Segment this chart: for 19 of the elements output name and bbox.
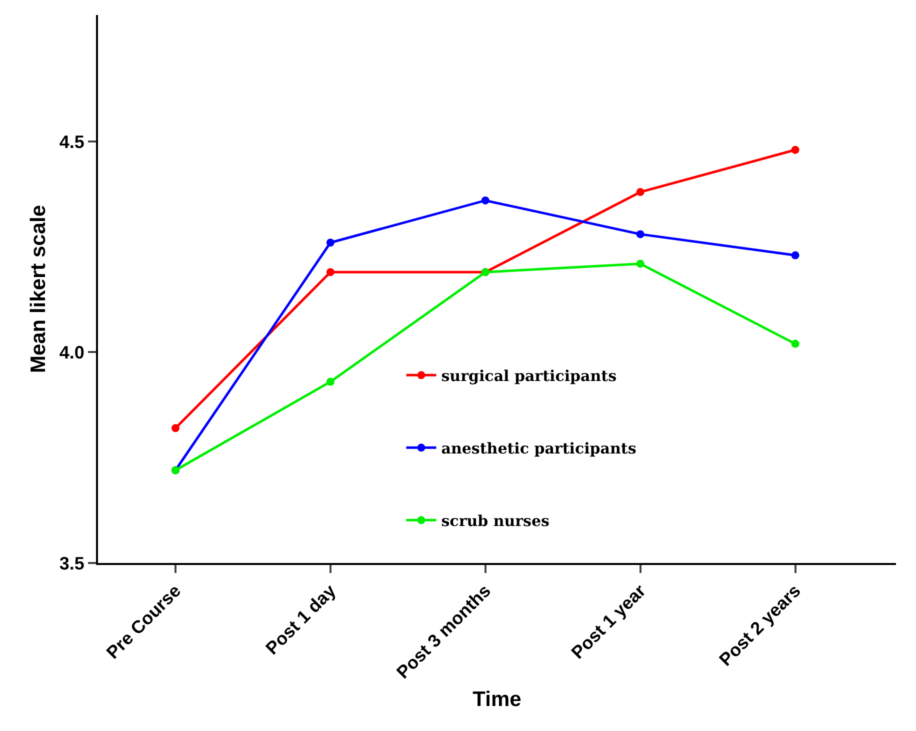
point bbox=[791, 251, 800, 260]
point bbox=[481, 196, 490, 204]
point bbox=[791, 340, 800, 348]
y-tick-label: 3.5 bbox=[59, 553, 84, 574]
legend-label: anesthetic participants bbox=[441, 440, 636, 458]
point bbox=[636, 188, 644, 196]
point bbox=[791, 146, 800, 154]
y-tick-label: 4.5 bbox=[59, 132, 84, 152]
y-tick-label: 4.0 bbox=[59, 342, 84, 363]
point bbox=[171, 424, 180, 432]
y-axis-title: Mean likert scale bbox=[27, 204, 50, 374]
point bbox=[326, 378, 334, 386]
point bbox=[326, 238, 334, 247]
legend-label: scrub nurses bbox=[441, 512, 550, 530]
point bbox=[636, 230, 644, 238]
x-axis-title: Time bbox=[472, 688, 522, 712]
legend-label: surgical participants bbox=[441, 367, 617, 386]
point bbox=[326, 268, 334, 276]
point bbox=[636, 260, 644, 268]
